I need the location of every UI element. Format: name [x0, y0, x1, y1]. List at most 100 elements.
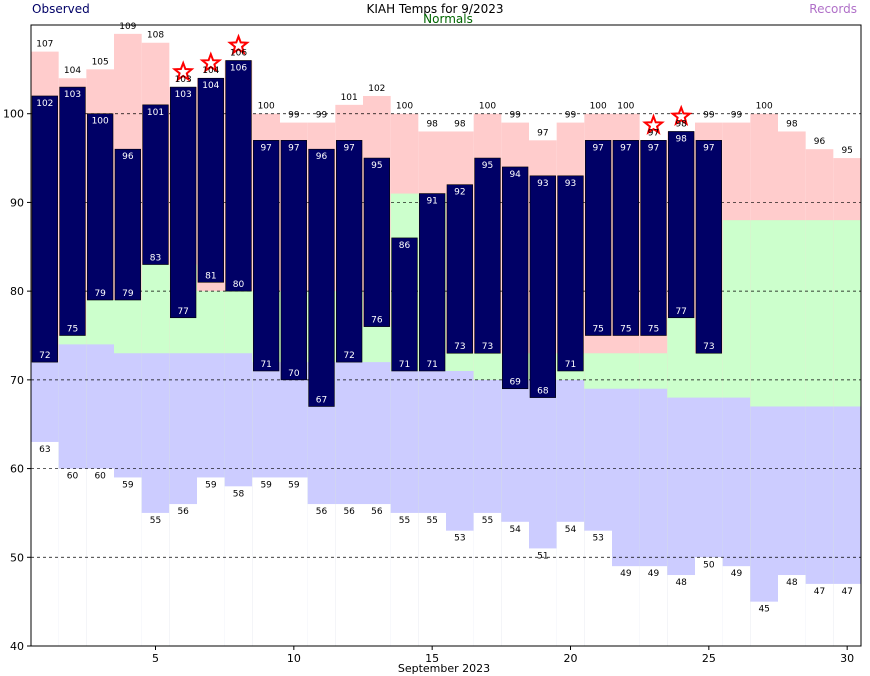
observed-bar: [87, 113, 114, 301]
record-high-label: 107: [36, 40, 53, 50]
observed-high-label: 102: [36, 99, 53, 109]
record-low-band: [667, 575, 695, 646]
observed-high-label: 100: [92, 117, 109, 127]
observed-low-label: 77: [675, 307, 686, 317]
record-low-label: 48: [675, 578, 687, 588]
observed-bar: [640, 140, 667, 336]
observed-bar: [474, 157, 501, 354]
record-low-label: 59: [260, 480, 272, 490]
observed-low-label: 71: [399, 360, 410, 370]
record-low-band: [722, 566, 751, 646]
observed-low-label: 76: [371, 316, 383, 326]
observed-high-label: 93: [565, 179, 576, 189]
record-low-label: 56: [177, 507, 189, 517]
record-star-icon: [642, 113, 665, 135]
legend-observed: Observed: [32, 2, 90, 16]
record-high-label: 99: [509, 111, 521, 121]
observed-bar: [308, 148, 335, 407]
y-tick-label: 70: [10, 374, 24, 387]
record-high-label: 99: [316, 111, 328, 121]
x-tick-label: 25: [702, 652, 716, 665]
observed-high-label: 95: [371, 161, 382, 171]
record-low-band: [584, 530, 612, 646]
x-tick-label: 20: [564, 652, 578, 665]
record-high-label: 98: [786, 119, 798, 129]
record-high-label: 97: [537, 128, 548, 138]
observed-low-label: 73: [454, 342, 465, 352]
observed-bar: [142, 104, 169, 265]
observed-low-label: 73: [703, 342, 714, 352]
record-low-label: 56: [343, 507, 355, 517]
record-stars-layer: [171, 33, 693, 135]
record-low-band: [556, 521, 585, 646]
record-low-label: 59: [288, 480, 300, 490]
observed-bar: [197, 77, 224, 283]
record-low-band: [169, 504, 197, 646]
record-low-band: [307, 504, 336, 646]
record-low-label: 49: [620, 569, 632, 579]
observed-low-label: 72: [343, 351, 354, 361]
record-low-band: [390, 512, 419, 646]
record-high-label: 99: [731, 111, 743, 121]
observed-bar: [336, 140, 363, 363]
record-low-band: [224, 486, 253, 646]
observed-high-label: 94: [509, 170, 521, 180]
observed-low-label: 71: [426, 360, 437, 370]
record-high-label: 99: [288, 111, 300, 121]
observed-bar: [557, 175, 584, 372]
record-high-label: 100: [617, 102, 634, 112]
observed-bar: [59, 86, 86, 336]
observed-bar: [225, 60, 252, 292]
record-star-icon: [669, 104, 693, 126]
record-low-band: [446, 530, 474, 646]
record-high-label: 100: [258, 102, 275, 112]
observed-low-label: 68: [537, 387, 549, 397]
observed-high-label: 106: [230, 63, 247, 73]
record-high-label: 104: [202, 66, 219, 76]
record-low-label: 51: [537, 551, 548, 561]
record-low-band: [750, 601, 778, 646]
record-low-label: 59: [205, 480, 217, 490]
record-high-label: 103: [175, 75, 192, 85]
observed-high-label: 97: [648, 143, 659, 153]
observed-high-label: 104: [202, 81, 219, 91]
record-low-label: 60: [94, 472, 106, 482]
y-tick-label: 40: [10, 640, 24, 653]
record-low-label: 60: [67, 472, 79, 482]
observed-high-label: 91: [426, 197, 437, 207]
record-high-label: 98: [675, 119, 687, 129]
record-high-label: 108: [147, 31, 164, 41]
record-star-icon: [199, 51, 223, 73]
record-low-label: 56: [371, 507, 383, 517]
record-star-icon: [171, 60, 195, 82]
record-low-band: [418, 512, 446, 646]
observed-low-label: 70: [288, 369, 300, 379]
record-low-band: [695, 557, 723, 646]
observed-bar: [695, 140, 722, 354]
y-tick-label: 50: [10, 551, 24, 564]
record-high-label: 109: [119, 22, 136, 32]
observed-high-label: 92: [454, 188, 465, 198]
observed-low-label: 69: [509, 378, 521, 388]
record-low-label: 63: [39, 445, 50, 455]
x-tick-label: 30: [840, 652, 854, 665]
record-high-label: 100: [396, 102, 413, 112]
observed-bar: [612, 140, 639, 336]
record-high-label: 104: [64, 66, 81, 76]
observed-high-label: 97: [260, 143, 271, 153]
observed-high-label: 97: [592, 143, 603, 153]
record-low-label: 56: [316, 507, 328, 517]
observed-high-label: 103: [175, 90, 192, 100]
observed-high-label: 103: [64, 90, 81, 100]
observed-layer: [31, 60, 722, 407]
record-low-band: [529, 548, 557, 646]
observed-low-label: 67: [316, 395, 327, 405]
y-tick-label: 60: [10, 463, 24, 476]
record-low-label: 55: [426, 516, 437, 526]
observed-high-label: 95: [482, 161, 493, 171]
observed-bar: [31, 95, 58, 363]
record-low-band: [114, 477, 142, 646]
record-high-label: 102: [368, 84, 385, 94]
record-low-label: 53: [592, 534, 603, 544]
record-low-label: 47: [814, 587, 825, 597]
